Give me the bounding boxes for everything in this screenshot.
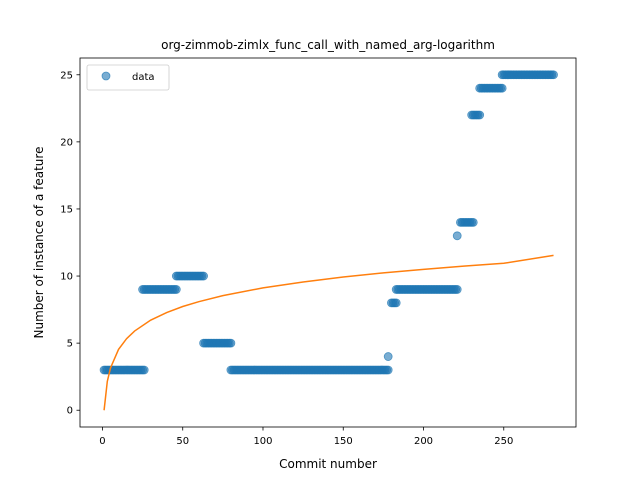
legend-label: data <box>132 72 155 83</box>
data-point <box>383 352 393 361</box>
data-point <box>452 231 462 241</box>
x-axis: 0 50 100 150 200 250 <box>99 427 513 447</box>
data-point <box>497 83 507 93</box>
x-tick-label: 0 <box>99 436 105 447</box>
fit-curve <box>103 254 554 411</box>
chart-title: org-zimmob-zimlx_func_call_with_named_ar… <box>161 38 495 52</box>
data-point <box>475 110 485 120</box>
data-point <box>199 271 209 281</box>
data-point <box>383 365 393 375</box>
data-point <box>452 285 462 294</box>
y-axis: 0 5 10 15 20 25 <box>60 70 80 417</box>
x-tick-label: 200 <box>414 436 433 447</box>
y-tick-label: 5 <box>67 339 73 350</box>
data-point <box>226 338 236 348</box>
data-point <box>468 217 478 227</box>
legend: data <box>86 64 170 91</box>
y-tick-label: 20 <box>60 137 73 148</box>
x-tick-label: 50 <box>176 436 189 447</box>
data-point <box>139 365 149 375</box>
plot-area <box>99 70 558 411</box>
x-axis-title: Commit number <box>279 457 377 471</box>
x-tick-label: 150 <box>334 436 353 447</box>
legend-marker <box>101 71 111 81</box>
y-tick-label: 15 <box>60 204 73 215</box>
data-point <box>171 285 181 294</box>
data-point <box>391 298 401 308</box>
y-axis-title: Number of instance of a feature <box>32 147 46 339</box>
y-tick-label: 0 <box>67 406 73 417</box>
axes-frame <box>79 57 577 428</box>
legend-box <box>86 64 170 91</box>
y-tick-label: 10 <box>60 272 73 283</box>
x-tick-label: 250 <box>494 436 513 447</box>
data-point <box>549 70 558 80</box>
x-tick-label: 100 <box>253 436 272 447</box>
y-tick-label: 25 <box>60 70 73 81</box>
